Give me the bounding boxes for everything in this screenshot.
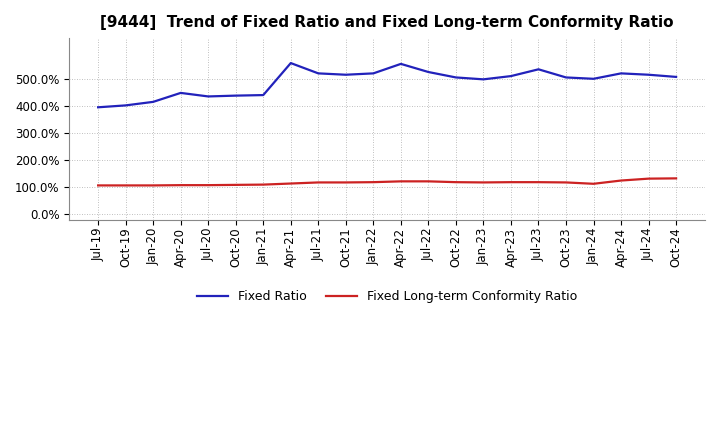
Fixed Long-term Conformity Ratio: [424, 179, 433, 184]
Fixed Ratio: [149, 99, 158, 105]
Fixed Ratio: [672, 74, 680, 80]
Fixed Ratio: [287, 60, 295, 66]
Fixed Long-term Conformity Ratio: [204, 183, 212, 188]
Fixed Ratio: [451, 75, 460, 80]
Fixed Long-term Conformity Ratio: [644, 176, 653, 181]
Fixed Ratio: [424, 70, 433, 75]
Fixed Long-term Conformity Ratio: [287, 181, 295, 186]
Fixed Long-term Conformity Ratio: [369, 180, 378, 185]
Fixed Long-term Conformity Ratio: [259, 182, 268, 187]
Fixed Long-term Conformity Ratio: [507, 180, 516, 185]
Fixed Long-term Conformity Ratio: [562, 180, 570, 185]
Fixed Ratio: [341, 72, 350, 77]
Fixed Ratio: [479, 77, 487, 82]
Fixed Ratio: [534, 67, 543, 72]
Fixed Ratio: [231, 93, 240, 98]
Fixed Long-term Conformity Ratio: [479, 180, 487, 185]
Fixed Ratio: [122, 103, 130, 108]
Fixed Long-term Conformity Ratio: [314, 180, 323, 185]
Fixed Ratio: [507, 73, 516, 79]
Fixed Ratio: [589, 76, 598, 81]
Fixed Ratio: [176, 90, 185, 95]
Fixed Long-term Conformity Ratio: [589, 181, 598, 187]
Fixed Long-term Conformity Ratio: [451, 180, 460, 185]
Fixed Ratio: [369, 71, 378, 76]
Legend: Fixed Ratio, Fixed Long-term Conformity Ratio: Fixed Ratio, Fixed Long-term Conformity …: [192, 285, 582, 308]
Title: [9444]  Trend of Fixed Ratio and Fixed Long-term Conformity Ratio: [9444] Trend of Fixed Ratio and Fixed Lo…: [100, 15, 674, 30]
Fixed Long-term Conformity Ratio: [341, 180, 350, 185]
Fixed Ratio: [562, 75, 570, 80]
Fixed Long-term Conformity Ratio: [122, 183, 130, 188]
Fixed Long-term Conformity Ratio: [231, 182, 240, 187]
Line: Fixed Long-term Conformity Ratio: Fixed Long-term Conformity Ratio: [98, 178, 676, 185]
Fixed Ratio: [397, 61, 405, 66]
Fixed Long-term Conformity Ratio: [176, 183, 185, 188]
Fixed Ratio: [617, 71, 626, 76]
Fixed Ratio: [314, 71, 323, 76]
Fixed Long-term Conformity Ratio: [617, 178, 626, 183]
Line: Fixed Ratio: Fixed Ratio: [98, 63, 676, 107]
Fixed Long-term Conformity Ratio: [149, 183, 158, 188]
Fixed Ratio: [259, 92, 268, 98]
Fixed Long-term Conformity Ratio: [397, 179, 405, 184]
Fixed Ratio: [204, 94, 212, 99]
Fixed Long-term Conformity Ratio: [94, 183, 102, 188]
Fixed Ratio: [94, 105, 102, 110]
Fixed Ratio: [644, 72, 653, 77]
Fixed Long-term Conformity Ratio: [534, 180, 543, 185]
Fixed Long-term Conformity Ratio: [672, 176, 680, 181]
